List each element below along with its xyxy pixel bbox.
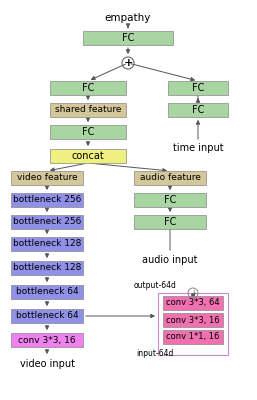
Bar <box>11 171 83 185</box>
Text: +: + <box>190 288 196 298</box>
Bar <box>11 309 83 323</box>
Text: output-64d: output-64d <box>134 280 177 290</box>
Text: +: + <box>124 58 132 68</box>
Bar <box>50 125 126 139</box>
Bar <box>168 81 228 95</box>
Text: concat: concat <box>72 151 104 161</box>
Text: bottleneck 128: bottleneck 128 <box>13 264 81 272</box>
Text: video feature: video feature <box>17 174 77 182</box>
Text: bottleneck 64: bottleneck 64 <box>16 288 78 296</box>
Bar <box>168 103 228 117</box>
Text: FC: FC <box>122 33 134 43</box>
Bar <box>11 261 83 275</box>
Text: audio feature: audio feature <box>140 174 200 182</box>
Text: empathy: empathy <box>105 13 151 23</box>
Text: shared feature: shared feature <box>55 106 121 114</box>
Bar <box>50 81 126 95</box>
Text: conv 3*3, 64: conv 3*3, 64 <box>166 298 220 308</box>
Text: conv 3*3, 16: conv 3*3, 16 <box>18 336 76 344</box>
Text: audio input: audio input <box>142 255 198 265</box>
Text: bottleneck 128: bottleneck 128 <box>13 240 81 248</box>
Bar <box>134 193 206 207</box>
Bar <box>134 171 206 185</box>
Text: FC: FC <box>192 105 204 115</box>
Text: bottleneck 64: bottleneck 64 <box>16 312 78 320</box>
Text: bottleneck 256: bottleneck 256 <box>13 196 81 204</box>
Bar <box>83 31 173 45</box>
Text: bottleneck 256: bottleneck 256 <box>13 218 81 226</box>
Text: FC: FC <box>164 217 176 227</box>
Bar <box>11 333 83 347</box>
Bar <box>163 296 223 310</box>
Bar <box>11 237 83 251</box>
Bar <box>134 215 206 229</box>
Text: +: + <box>123 58 133 68</box>
Text: conv 3*3, 16: conv 3*3, 16 <box>166 316 220 324</box>
Text: FC: FC <box>164 195 176 205</box>
Bar <box>50 103 126 117</box>
Bar <box>11 193 83 207</box>
Bar <box>158 293 228 355</box>
Text: time input: time input <box>173 143 223 153</box>
Bar <box>11 285 83 299</box>
Bar <box>163 330 223 344</box>
Bar <box>50 149 126 163</box>
Text: FC: FC <box>82 127 94 137</box>
Text: input-64d: input-64d <box>136 350 174 358</box>
Text: video input: video input <box>20 359 75 369</box>
Text: FC: FC <box>192 83 204 93</box>
Bar <box>163 313 223 327</box>
Bar <box>11 215 83 229</box>
Text: FC: FC <box>82 83 94 93</box>
Text: conv 1*1, 16: conv 1*1, 16 <box>166 332 220 342</box>
